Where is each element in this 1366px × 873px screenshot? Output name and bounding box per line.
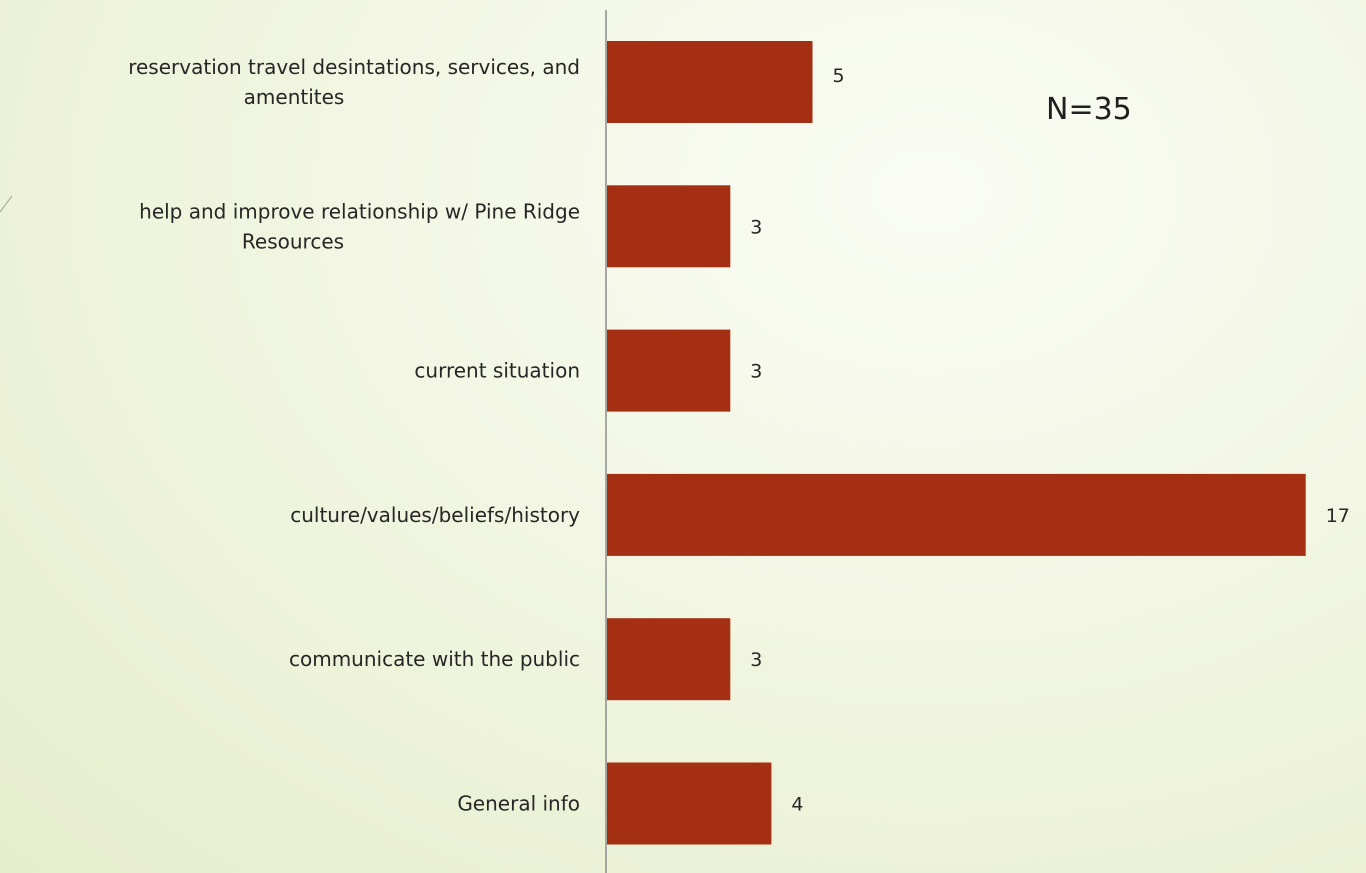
bar-6 xyxy=(607,762,772,845)
category-label-1: reservation travel desintations, service… xyxy=(128,55,580,109)
value-label-6: 4 xyxy=(791,794,803,816)
category-label-1-line-2: amentites xyxy=(244,85,345,109)
bar-3 xyxy=(607,329,731,412)
category-label-2-line-1: help and improve relationship w/ Pine Ri… xyxy=(139,199,580,223)
value-label-2: 3 xyxy=(750,216,762,238)
value-label-3: 3 xyxy=(750,361,762,383)
category-label-2: help and improve relationship w/ Pine Ri… xyxy=(139,199,580,253)
bar-1 xyxy=(607,41,813,123)
category-label-5: communicate with the public xyxy=(289,647,580,671)
category-label-1-line-1: reservation travel desintations, service… xyxy=(128,55,580,79)
corner-decoration xyxy=(0,195,13,213)
value-labels: 5 3 3 17 3 4 xyxy=(750,65,1350,816)
bars-layer xyxy=(607,41,1306,845)
category-label-4: culture/values/beliefs/history xyxy=(290,503,580,527)
bar-2 xyxy=(607,185,731,268)
category-label-2-line-2: Resources xyxy=(242,229,344,253)
sample-size-annotation: N=35 xyxy=(1046,92,1132,127)
category-labels: reservation travel desintations, service… xyxy=(128,55,580,816)
value-label-5: 3 xyxy=(750,649,762,671)
bar-5 xyxy=(607,618,731,701)
bar-4 xyxy=(607,473,1306,556)
category-label-3: current situation xyxy=(414,359,580,383)
value-label-4: 17 xyxy=(1326,505,1350,527)
value-label-1: 5 xyxy=(833,65,845,87)
category-label-6: General info xyxy=(457,792,580,816)
